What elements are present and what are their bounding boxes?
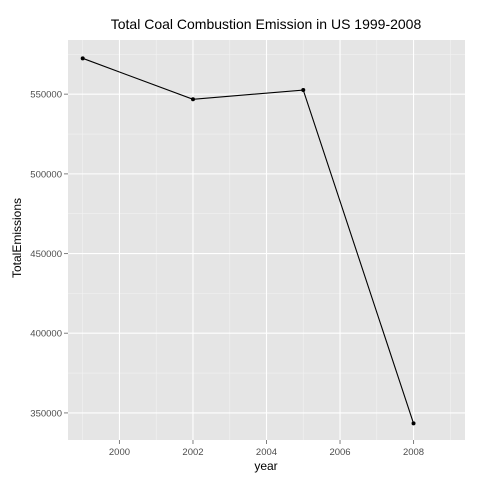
y-axis-ticks: 350000 400000 450000 500000 550000: [30, 90, 68, 419]
y-tick-label: 550000: [30, 90, 62, 101]
x-tick-label: 2004: [256, 447, 277, 458]
y-tick-label: 450000: [30, 249, 62, 260]
data-point: [411, 421, 416, 426]
chart-title: Total Coal Combustion Emission in US 199…: [111, 16, 422, 32]
data-point: [80, 56, 85, 61]
x-tick-label: 2000: [109, 447, 130, 458]
series-layer: [80, 56, 416, 426]
y-tick-label: 400000: [30, 329, 62, 340]
x-tick-label: 2002: [182, 447, 203, 458]
x-axis-title: year: [254, 459, 277, 473]
y-axis-title: TotalEmissions: [10, 198, 24, 278]
y-tick-label: 500000: [30, 169, 62, 180]
x-axis-ticks: 2000 2002 2004 2006 2008: [109, 440, 424, 458]
x-tick-label: 2008: [403, 447, 424, 458]
major-gridlines: [68, 40, 465, 440]
y-tick-label: 350000: [30, 408, 62, 419]
x-tick-label: 2006: [329, 447, 350, 458]
data-point: [301, 88, 306, 93]
series-line: [82, 57, 415, 424]
data-point: [190, 97, 195, 102]
